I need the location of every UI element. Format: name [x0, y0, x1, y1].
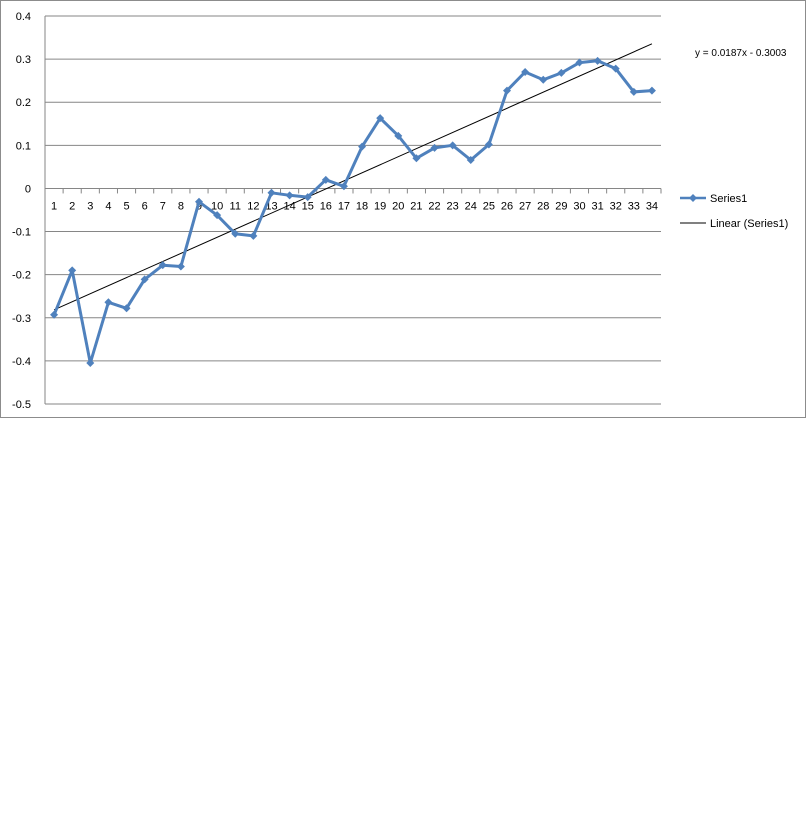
data-point-marker — [647, 86, 656, 95]
data-point-marker — [303, 193, 312, 202]
x-tick-label: 7 — [160, 200, 166, 212]
data-point-marker — [176, 262, 185, 271]
x-tick-label: 27 — [519, 200, 531, 212]
x-axis-tick-labels: 1 2 3 4 5 6 7 8 9 10 11 12 13 14 15 16 17 18 19 20 21 22 23 24 2… — [51, 200, 658, 212]
data-point-marker — [249, 231, 258, 240]
data-point-marker — [213, 211, 222, 220]
x-tick-label: 16 — [320, 200, 332, 212]
x-tick-label: 10 — [211, 200, 223, 212]
x-tick-label: 1 — [51, 200, 57, 212]
legend: Series1 Linear (Series1) — [680, 193, 788, 230]
data-point-marker — [593, 56, 602, 65]
trendline-equation: y = 0.0187x - 0.3003 — [695, 48, 787, 59]
trendline — [53, 43, 653, 311]
data-point-marker — [539, 75, 548, 84]
x-tick-label: 29 — [555, 200, 567, 212]
x-tick-label: 30 — [573, 200, 585, 212]
legend-series1-swatch-marker — [689, 194, 697, 202]
legend-series1-label: Series1 — [710, 193, 747, 205]
y-tick-label: 0.3 — [16, 54, 31, 66]
data-point-marker — [629, 87, 638, 96]
series-layer — [50, 56, 656, 368]
x-tick-label: 23 — [447, 200, 459, 212]
data-point-marker — [158, 261, 167, 270]
data-point-marker — [394, 131, 403, 140]
x-tick-label: 17 — [338, 200, 350, 212]
x-tick-label: 25 — [483, 200, 495, 212]
x-tick-label: 18 — [356, 200, 368, 212]
data-point-marker — [68, 266, 77, 275]
x-tick-label: 8 — [178, 200, 184, 212]
data-point-marker — [611, 64, 620, 73]
x-tick-label: 15 — [302, 200, 314, 212]
x-tick-label: 12 — [247, 200, 259, 212]
data-point-marker — [466, 155, 475, 164]
x-tick-label: 6 — [142, 200, 148, 212]
y-tick-label: -0.3 — [12, 313, 31, 325]
x-tick-label: 26 — [501, 200, 513, 212]
x-tick-label: 32 — [610, 200, 622, 212]
y-tick-label: 0 — [25, 183, 31, 195]
x-tick-label: 22 — [428, 200, 440, 212]
x-tick-label: 21 — [410, 200, 422, 212]
data-point-marker — [321, 175, 330, 184]
data-point-marker — [575, 58, 584, 67]
data-point-marker — [50, 310, 59, 319]
x-tick-label: 20 — [392, 200, 404, 212]
y-tick-label: 0.2 — [16, 97, 31, 109]
x-tick-label: 33 — [628, 200, 640, 212]
x-tick-label: 3 — [87, 200, 93, 212]
x-tick-label: 28 — [537, 200, 549, 212]
y-tick-label: -0.5 — [12, 399, 31, 411]
x-tick-label: 31 — [591, 200, 603, 212]
y-tick-label: 0.4 — [16, 11, 31, 23]
x-tick-label: 34 — [646, 200, 658, 212]
x-tick-label: 11 — [230, 200, 241, 212]
x-tick-label: 4 — [105, 200, 111, 212]
data-point-marker — [122, 304, 131, 313]
data-point-marker — [358, 142, 367, 151]
x-tick-label: 24 — [465, 200, 477, 212]
data-point-marker — [430, 143, 439, 152]
legend-trendline-label: Linear (Series1) — [710, 218, 788, 230]
x-tick-label: 19 — [374, 200, 386, 212]
y-tick-label: 0.1 — [16, 140, 31, 152]
data-point-marker — [376, 114, 385, 123]
y-tick-label: -0.4 — [12, 356, 31, 368]
series-line — [52, 59, 653, 365]
data-point-marker — [140, 275, 149, 284]
y-tick-label: -0.1 — [12, 227, 31, 239]
data-point-marker — [104, 298, 113, 307]
gridlines — [44, 15, 662, 405]
data-point-marker — [557, 68, 566, 77]
data-point-marker — [448, 141, 457, 150]
data-point-marker — [267, 188, 276, 197]
data-point-marker — [231, 229, 240, 238]
data-point-marker — [86, 359, 95, 368]
trendline-layer — [53, 43, 653, 311]
data-point-marker — [195, 197, 203, 206]
data-point-marker — [503, 86, 511, 95]
data-point-marker — [484, 140, 493, 149]
data-point-marker — [285, 191, 294, 200]
y-axis-tick-labels: 0.4 0.3 0.2 0.1 0 -0.1 -0.2 -0.3 -0.4 -0.5 — [12, 11, 31, 411]
x-tick-label: 2 — [69, 200, 75, 212]
x-tick-label: 5 — [123, 200, 129, 212]
data-point-marker — [339, 182, 348, 191]
data-point-marker — [521, 68, 530, 77]
data-point-marker — [412, 154, 421, 163]
y-tick-label: -0.2 — [12, 270, 31, 282]
